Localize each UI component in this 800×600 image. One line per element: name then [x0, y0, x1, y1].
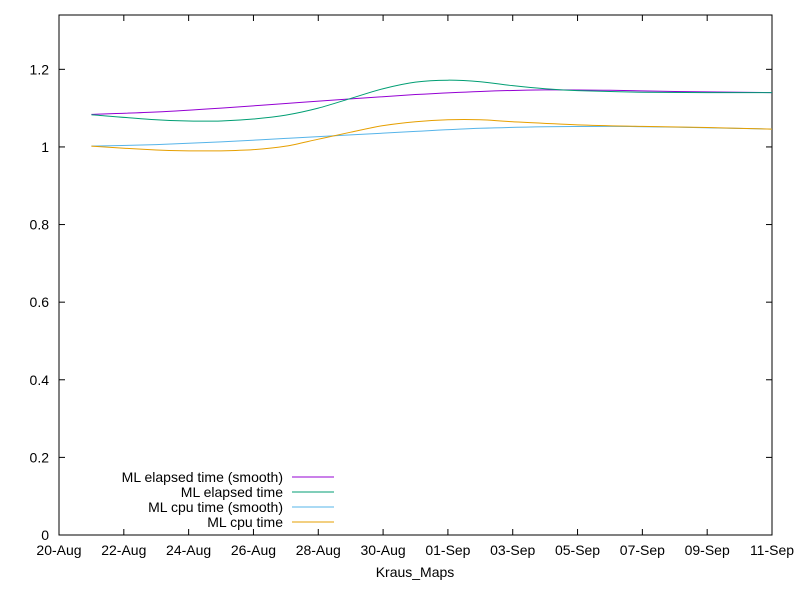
legend-label-ml-elapsed-time-smooth: ML elapsed time (smooth)	[122, 469, 283, 485]
x-tick-label: 05-Sep	[555, 542, 600, 558]
legend-label-ml-cpu-time: ML cpu time	[207, 514, 283, 530]
x-tick-label: 11-Sep	[750, 542, 794, 558]
series-line-ml-elapsed-time	[91, 79, 773, 122]
series-lines	[91, 79, 773, 152]
series-line-ml-cpu-time-smooth	[91, 125, 773, 147]
x-tick-label: 09-Sep	[685, 542, 730, 558]
x-tick-label: 22-Aug	[101, 542, 146, 558]
x-axis-label: Kraus_Maps	[376, 564, 455, 580]
x-tick-label: 07-Sep	[620, 542, 665, 558]
x-tick-label: 28-Aug	[296, 542, 341, 558]
x-tick-label: 03-Sep	[490, 542, 535, 558]
series-line-ml-elapsed-time-smooth	[91, 89, 773, 115]
x-tick-label: 30-Aug	[361, 542, 406, 558]
legend: ML elapsed time (smooth)ML elapsed timeM…	[122, 469, 334, 530]
x-tick-label: 20-Aug	[36, 542, 81, 558]
y-tick-label: 0	[41, 527, 49, 543]
x-tick-label: 24-Aug	[166, 542, 211, 558]
y-axis-ticks: 0 0.2 0.4 0.6 0.8 1 1.2	[30, 61, 772, 543]
y-tick-label: 0.4	[30, 372, 50, 388]
legend-label-ml-elapsed-time: ML elapsed time	[181, 484, 283, 500]
y-tick-label: 0.2	[30, 449, 50, 465]
y-tick-label: 0.6	[30, 294, 50, 310]
y-tick-label: 1	[41, 139, 49, 155]
x-tick-label: 26-Aug	[231, 542, 276, 558]
x-tick-label: 01-Sep	[425, 542, 470, 558]
legend-label-ml-cpu-time-smooth: ML cpu time (smooth)	[148, 499, 283, 515]
series-line-ml-cpu-time	[91, 119, 773, 152]
x-axis-ticks: 20-Aug 22-Aug 24-Aug 26-Aug 28-Aug 30-Aug 01-S…	[36, 15, 794, 558]
y-tick-label: 0.8	[30, 217, 50, 233]
y-tick-label: 1.2	[30, 61, 50, 77]
plot-frame	[58, 14, 773, 536]
